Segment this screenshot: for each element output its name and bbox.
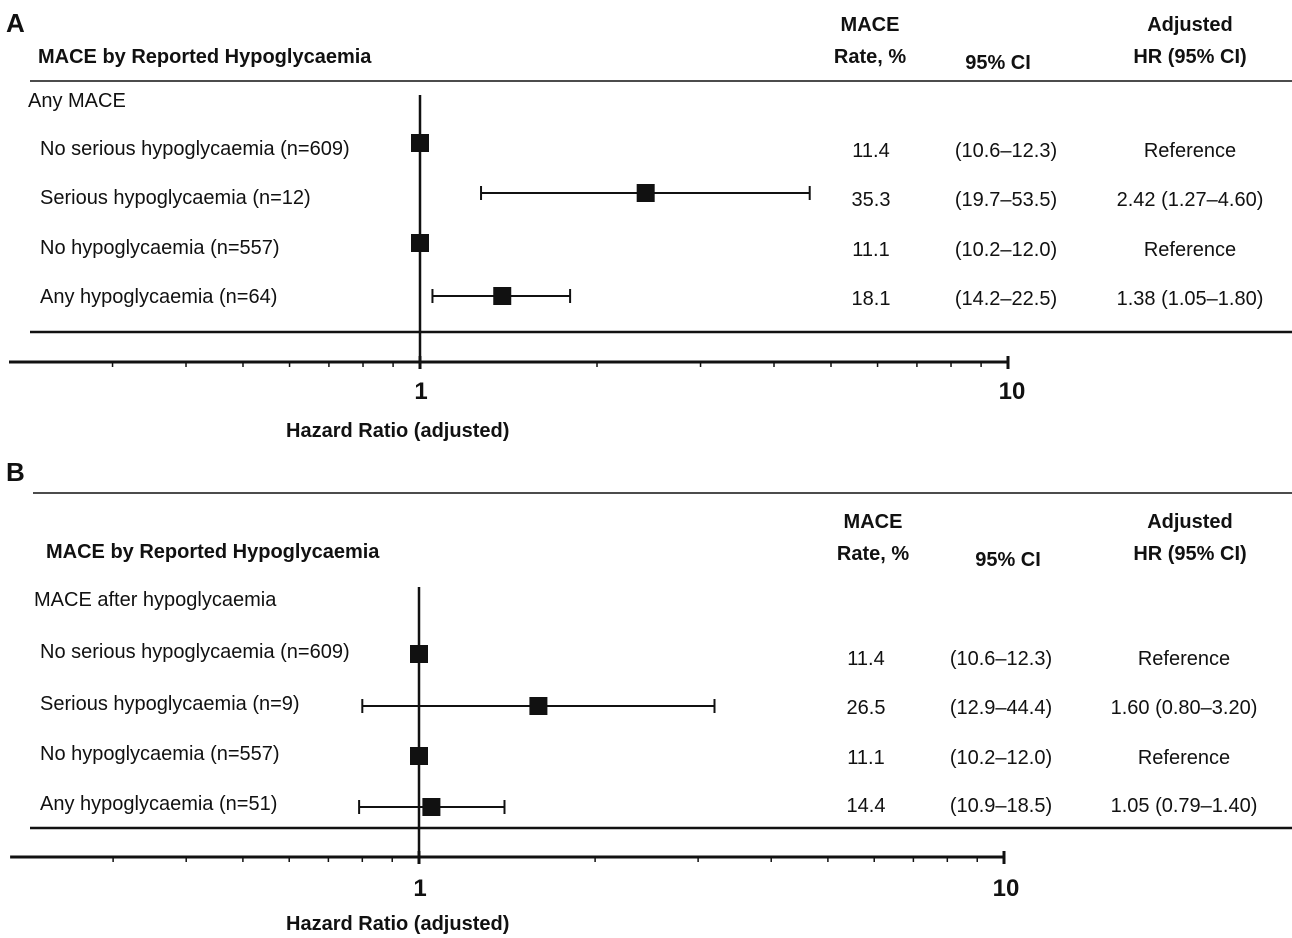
panel-label-a: A	[6, 8, 25, 38]
point-estimate-b-2	[410, 747, 428, 765]
forest-plot-a	[9, 80, 1292, 369]
tick-label-a-10: 10	[998, 378, 1026, 405]
point-estimate-b-1	[529, 697, 548, 715]
row-rate-a-3: 18.1	[851, 288, 891, 310]
row-hr-b-0: Reference	[1137, 648, 1231, 670]
x-axis-label-a: Hazard Ratio (adjusted)	[286, 420, 510, 442]
point-estimate-a-1	[636, 184, 655, 202]
row-hr-a-0: Reference	[1143, 140, 1237, 162]
forest-plot-b	[10, 492, 1292, 864]
x-axis-label-b: Hazard Ratio (adjusted)	[286, 913, 510, 935]
row-rate-b-2: 11.1	[847, 747, 885, 769]
header-rate-line1-b: MACE	[843, 511, 903, 533]
row-rate-b-1: 26.5	[846, 697, 886, 719]
forest-panel-b: B MACE by Reported Hypoglycaemia MACE Ra…	[0, 455, 1292, 938]
row-label-b-3: Any hypoglycaemia (n=51)	[40, 793, 278, 815]
row-rate-a-1: 35.3	[851, 189, 891, 211]
row-rate-b-3: 14.4	[846, 795, 886, 817]
row-hr-b-2: Reference	[1137, 747, 1231, 769]
tick-label-b-10: 10	[992, 875, 1020, 902]
row-label-b-2: No hypoglycaemia (n=557)	[40, 743, 280, 765]
point-estimate-b-3	[422, 798, 441, 816]
row-ci-a-1: (19.7–53.5)	[954, 189, 1058, 211]
row-label-b-0: No serious hypoglycaemia (n=609)	[40, 641, 350, 663]
forest-panel-a: A MACE by Reported Hypoglycaemia MACE Ra…	[0, 0, 1292, 455]
tick-label-a-1: 1	[414, 378, 428, 405]
tick-label-b-1: 1	[413, 875, 427, 902]
header-rate-line1-a: MACE	[840, 14, 900, 36]
header-title-a: MACE by Reported Hypoglycaemia	[38, 46, 372, 68]
header-ci-b: 95% CI	[975, 549, 1041, 571]
header-hr-line1-b: Adjusted	[1147, 511, 1233, 533]
header-rate-line2-a: Rate, %	[833, 46, 907, 68]
row-hr-a-1: 2.42 (1.27–4.60)	[1116, 189, 1264, 211]
row-ci-b-3: (10.9–18.5)	[949, 795, 1053, 817]
point-estimate-a-3	[493, 287, 512, 305]
header-hr-line2-b: HR (95% CI)	[1133, 543, 1247, 565]
row-rate-a-2: 11.1	[852, 239, 890, 261]
point-estimate-b-0	[410, 645, 428, 663]
row-ci-b-0: (10.6–12.3)	[949, 648, 1053, 670]
row-hr-a-3: 1.38 (1.05–1.80)	[1116, 288, 1264, 310]
point-estimate-a-2	[411, 234, 429, 252]
row-label-a-1: Serious hypoglycaemia (n=12)	[40, 187, 311, 209]
row-ci-b-1: (12.9–44.4)	[949, 697, 1053, 719]
header-hr-line1-a: Adjusted	[1147, 14, 1233, 36]
header-ci-a: 95% CI	[965, 52, 1031, 74]
header-rate-line2-b: Rate, %	[836, 543, 910, 565]
row-label-a-0: No serious hypoglycaemia (n=609)	[40, 138, 350, 160]
row-ci-a-3: (14.2–22.5)	[954, 288, 1058, 310]
section-label-b: MACE after hypoglycaemia	[34, 589, 277, 611]
panel-label-b: B	[6, 457, 25, 487]
row-hr-b-1: 1.60 (0.80–3.20)	[1110, 697, 1258, 719]
row-hr-b-3: 1.05 (0.79–1.40)	[1110, 795, 1258, 817]
section-label-a: Any MACE	[28, 90, 126, 112]
header-hr-line2-a: HR (95% CI)	[1133, 46, 1247, 68]
row-rate-a-0: 11.4	[852, 140, 890, 162]
point-estimate-a-0	[411, 134, 429, 152]
header-title-b: MACE by Reported Hypoglycaemia	[46, 541, 380, 563]
row-rate-b-0: 11.4	[847, 648, 885, 670]
row-ci-a-0: (10.6–12.3)	[954, 140, 1058, 162]
row-label-a-2: No hypoglycaemia (n=557)	[40, 237, 280, 259]
row-label-b-1: Serious hypoglycaemia (n=9)	[40, 693, 300, 715]
row-hr-a-2: Reference	[1143, 239, 1237, 261]
row-ci-a-2: (10.2–12.0)	[954, 239, 1058, 261]
row-ci-b-2: (10.2–12.0)	[949, 747, 1053, 769]
row-label-a-3: Any hypoglycaemia (n=64)	[40, 286, 278, 308]
